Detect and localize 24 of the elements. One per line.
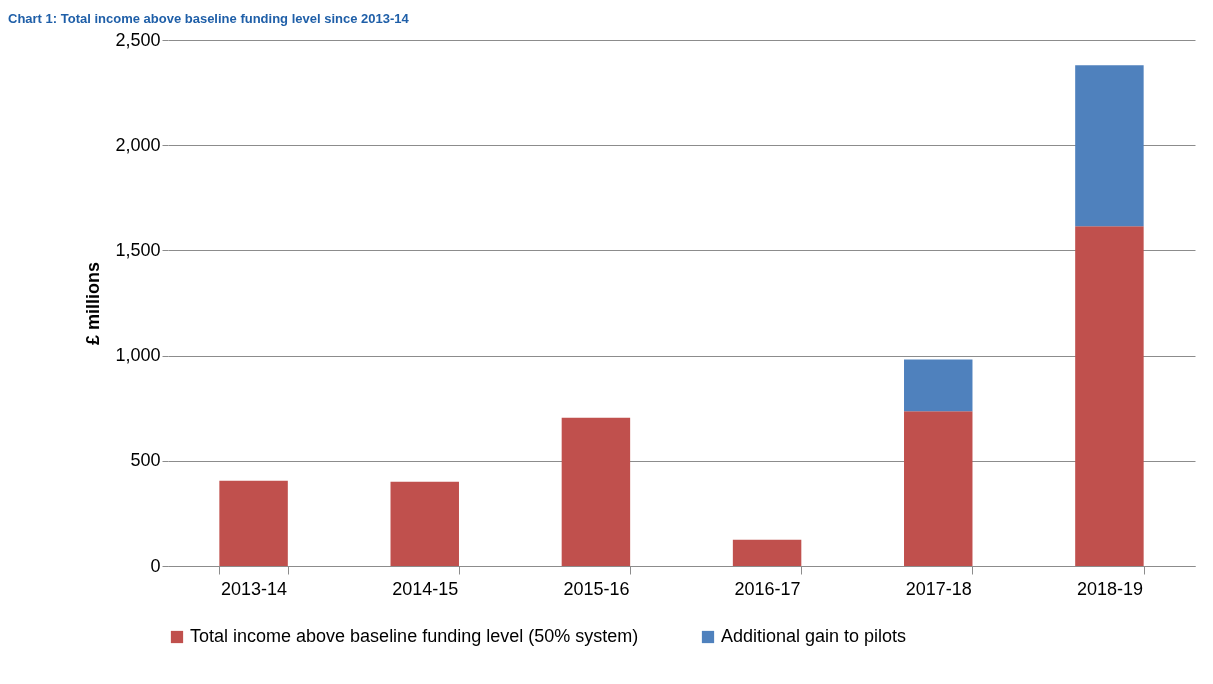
x-tick-label: 2016-17 [734,578,801,599]
x-tick-label: 2013-14 [221,578,288,599]
y-tick-label: 0 [150,555,161,576]
bar [390,481,459,566]
y-tick-label: 2,500 [115,29,161,50]
bar [904,411,973,566]
bar [219,480,288,566]
y-tick-label: 500 [130,450,161,471]
legend-label: Total income above baseline funding level (50% system) [190,626,639,646]
x-tick-label: 2014-15 [392,578,459,599]
x-tick-label: 2015-16 [563,578,630,599]
x-tick-label: 2018-19 [1076,578,1143,599]
bar [904,359,973,412]
y-tick-label: 1,500 [115,239,161,260]
y-tick-label: 1,000 [115,345,161,366]
y-tick-label: 2,000 [115,134,161,155]
legend-label: Additional gain to pilots [721,626,907,646]
x-tick-label: 2017-18 [905,578,972,599]
bar [732,539,802,566]
chart-title: Chart 1: Total income above baseline funding level since 2013-14 [8,11,410,26]
bar [1075,65,1144,227]
y-axis-title: £ millions [83,261,104,346]
bar [561,417,631,566]
bar [1075,226,1144,566]
